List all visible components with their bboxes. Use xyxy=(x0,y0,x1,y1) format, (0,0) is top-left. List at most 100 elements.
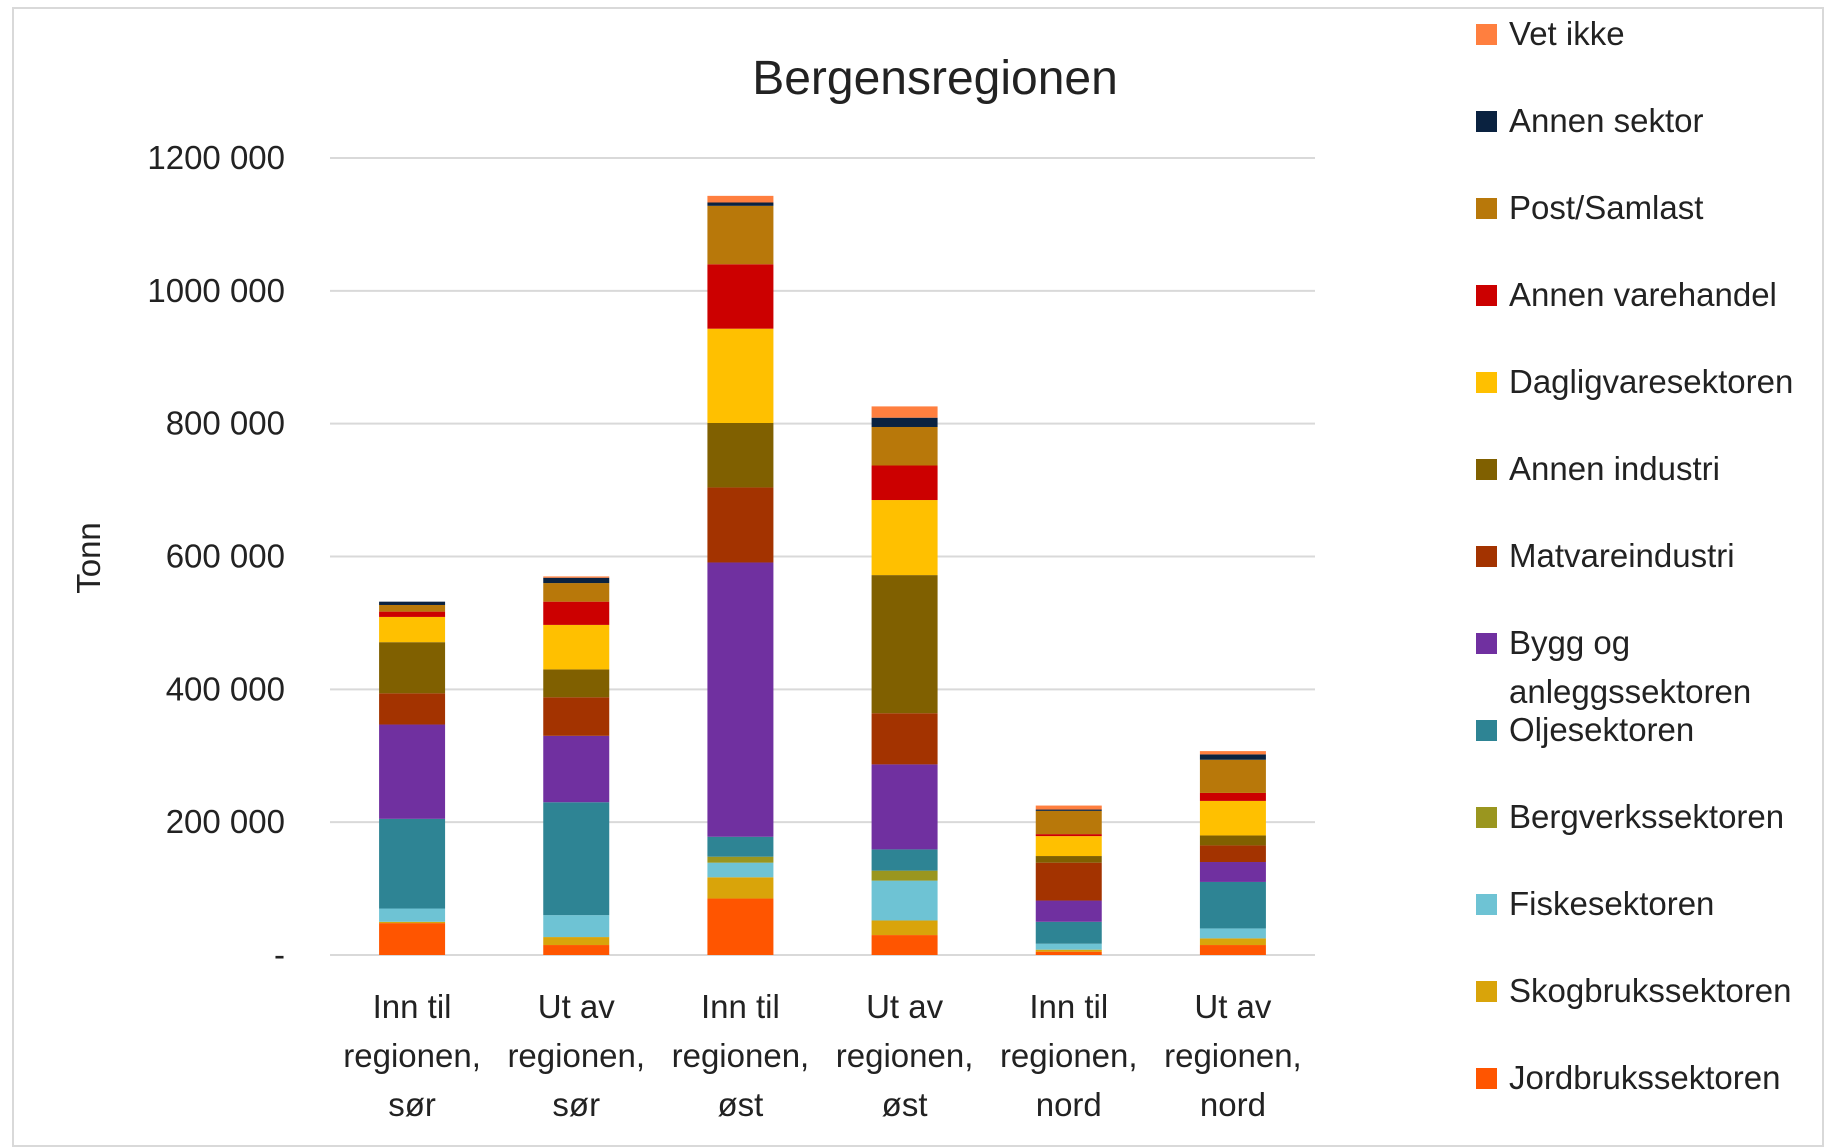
x-category-label: Inn til xyxy=(701,988,780,1025)
bar-segment xyxy=(543,624,610,670)
y-tick-label: 200 000 xyxy=(166,803,285,840)
bar-segment xyxy=(1199,800,1266,836)
bar-segment xyxy=(707,836,774,857)
bar-segment xyxy=(379,604,446,612)
bar-segment xyxy=(1035,809,1102,811)
bar-segment xyxy=(1199,862,1266,882)
x-category-label: regionen, xyxy=(672,1037,810,1074)
legend: Vet ikke Annen sektor Post/Samlast Annen va… xyxy=(1476,15,1793,1096)
legend-label: Skogbrukssektoren xyxy=(1509,972,1791,1009)
bar-segment xyxy=(1035,943,1102,950)
bar-segment xyxy=(543,945,610,955)
x-category-label: Ut av xyxy=(1194,988,1272,1025)
bar-segment xyxy=(1199,928,1266,939)
x-category-label: sør xyxy=(388,1086,436,1123)
legend-label: Annen sektor xyxy=(1509,102,1703,139)
bar-segment xyxy=(871,713,938,765)
x-category-label: nord xyxy=(1200,1086,1266,1123)
legend-label: Fiskesektoren xyxy=(1509,885,1714,922)
legend-label: Oljesektoren xyxy=(1509,711,1694,748)
bar-segment xyxy=(707,195,774,203)
x-category-label: regionen, xyxy=(507,1037,645,1074)
legend-swatch xyxy=(1476,720,1497,741)
bar-segment xyxy=(543,735,610,803)
bar-segment xyxy=(543,583,610,602)
legend-swatch xyxy=(1476,111,1497,132)
bar-segment xyxy=(543,576,610,578)
bar-segment xyxy=(871,417,938,427)
bar-segment xyxy=(707,264,774,329)
x-category-label: Inn til xyxy=(373,988,452,1025)
x-category-label: regionen, xyxy=(836,1037,974,1074)
bar-segment xyxy=(871,849,938,871)
bar-segment xyxy=(1199,751,1266,755)
bar-segment xyxy=(871,500,938,576)
bar-segment xyxy=(379,616,446,643)
bars xyxy=(379,195,1266,955)
bar-segment xyxy=(1035,951,1102,955)
x-category-label: Ut av xyxy=(538,988,616,1025)
y-tick-label: 800 000 xyxy=(166,405,285,442)
bar-segment xyxy=(379,601,446,605)
bar-segment xyxy=(1035,856,1102,863)
legend-label: Jordbrukssektoren xyxy=(1509,1059,1780,1096)
bar-segment xyxy=(707,856,774,863)
bar-segment xyxy=(871,870,938,881)
chart-area-border xyxy=(12,7,1824,1147)
bar-segment xyxy=(543,669,610,698)
bar-segment xyxy=(1035,949,1102,952)
legend-label: Bygg og anleggssektoren xyxy=(1509,624,1751,710)
legend-swatch xyxy=(1476,981,1497,1002)
gridlines xyxy=(330,157,1315,956)
bar-segment xyxy=(1199,845,1266,863)
y-tick-label: - xyxy=(274,936,285,973)
bar-segment xyxy=(1199,759,1266,793)
bar-segment xyxy=(707,205,774,265)
x-category-label: nord xyxy=(1036,1086,1102,1123)
bar-segment xyxy=(871,764,938,850)
y-tick-label: 1000 000 xyxy=(147,272,285,309)
x-axis-categories: Inn til regionen, sør Ut av regionen, sør Inn … xyxy=(343,988,1301,1123)
bar-segment xyxy=(871,406,938,418)
legend-label: Vet ikke xyxy=(1509,15,1625,52)
bar-segment xyxy=(707,562,774,837)
legend-swatch xyxy=(1476,459,1497,480)
bar-segment xyxy=(1035,921,1102,944)
bar-segment xyxy=(1035,810,1102,835)
bar-segment xyxy=(1035,836,1102,857)
legend-swatch xyxy=(1476,372,1497,393)
bar-segment xyxy=(1199,945,1266,955)
bar-segment xyxy=(1199,754,1266,760)
bar-segment xyxy=(1199,835,1266,846)
bar-segment xyxy=(707,328,774,424)
legend-swatch xyxy=(1476,546,1497,567)
x-category-label: øst xyxy=(718,1086,764,1123)
legend-swatch xyxy=(1476,807,1497,828)
bar-segment xyxy=(1199,881,1266,929)
bar-segment xyxy=(1199,792,1266,801)
x-category-label: sør xyxy=(552,1086,600,1123)
bar-segment xyxy=(1199,938,1266,946)
chart-title: Bergensregionen xyxy=(752,52,1118,105)
bar-segment xyxy=(707,862,774,878)
x-category-label: regionen, xyxy=(1000,1037,1138,1074)
bar-segment xyxy=(707,877,774,899)
bar-segment xyxy=(379,818,446,909)
bar-segment xyxy=(543,697,610,736)
legend-swatch xyxy=(1476,894,1497,915)
bar-segment xyxy=(871,426,938,466)
bar-segment xyxy=(1035,862,1102,901)
x-category-label: Ut av xyxy=(866,988,944,1025)
x-category-label: regionen, xyxy=(1164,1037,1302,1074)
bar-segment xyxy=(1035,805,1102,810)
bar-segment xyxy=(379,693,446,725)
bar-segment xyxy=(871,575,938,714)
bar-segment xyxy=(543,601,610,625)
legend-label: Dagligvaresektoren xyxy=(1509,363,1793,400)
bar-segment xyxy=(707,487,774,563)
x-category-label: Inn til xyxy=(1029,988,1108,1025)
legend-swatch xyxy=(1476,24,1497,45)
bar-segment xyxy=(379,921,446,924)
legend-swatch xyxy=(1476,198,1497,219)
